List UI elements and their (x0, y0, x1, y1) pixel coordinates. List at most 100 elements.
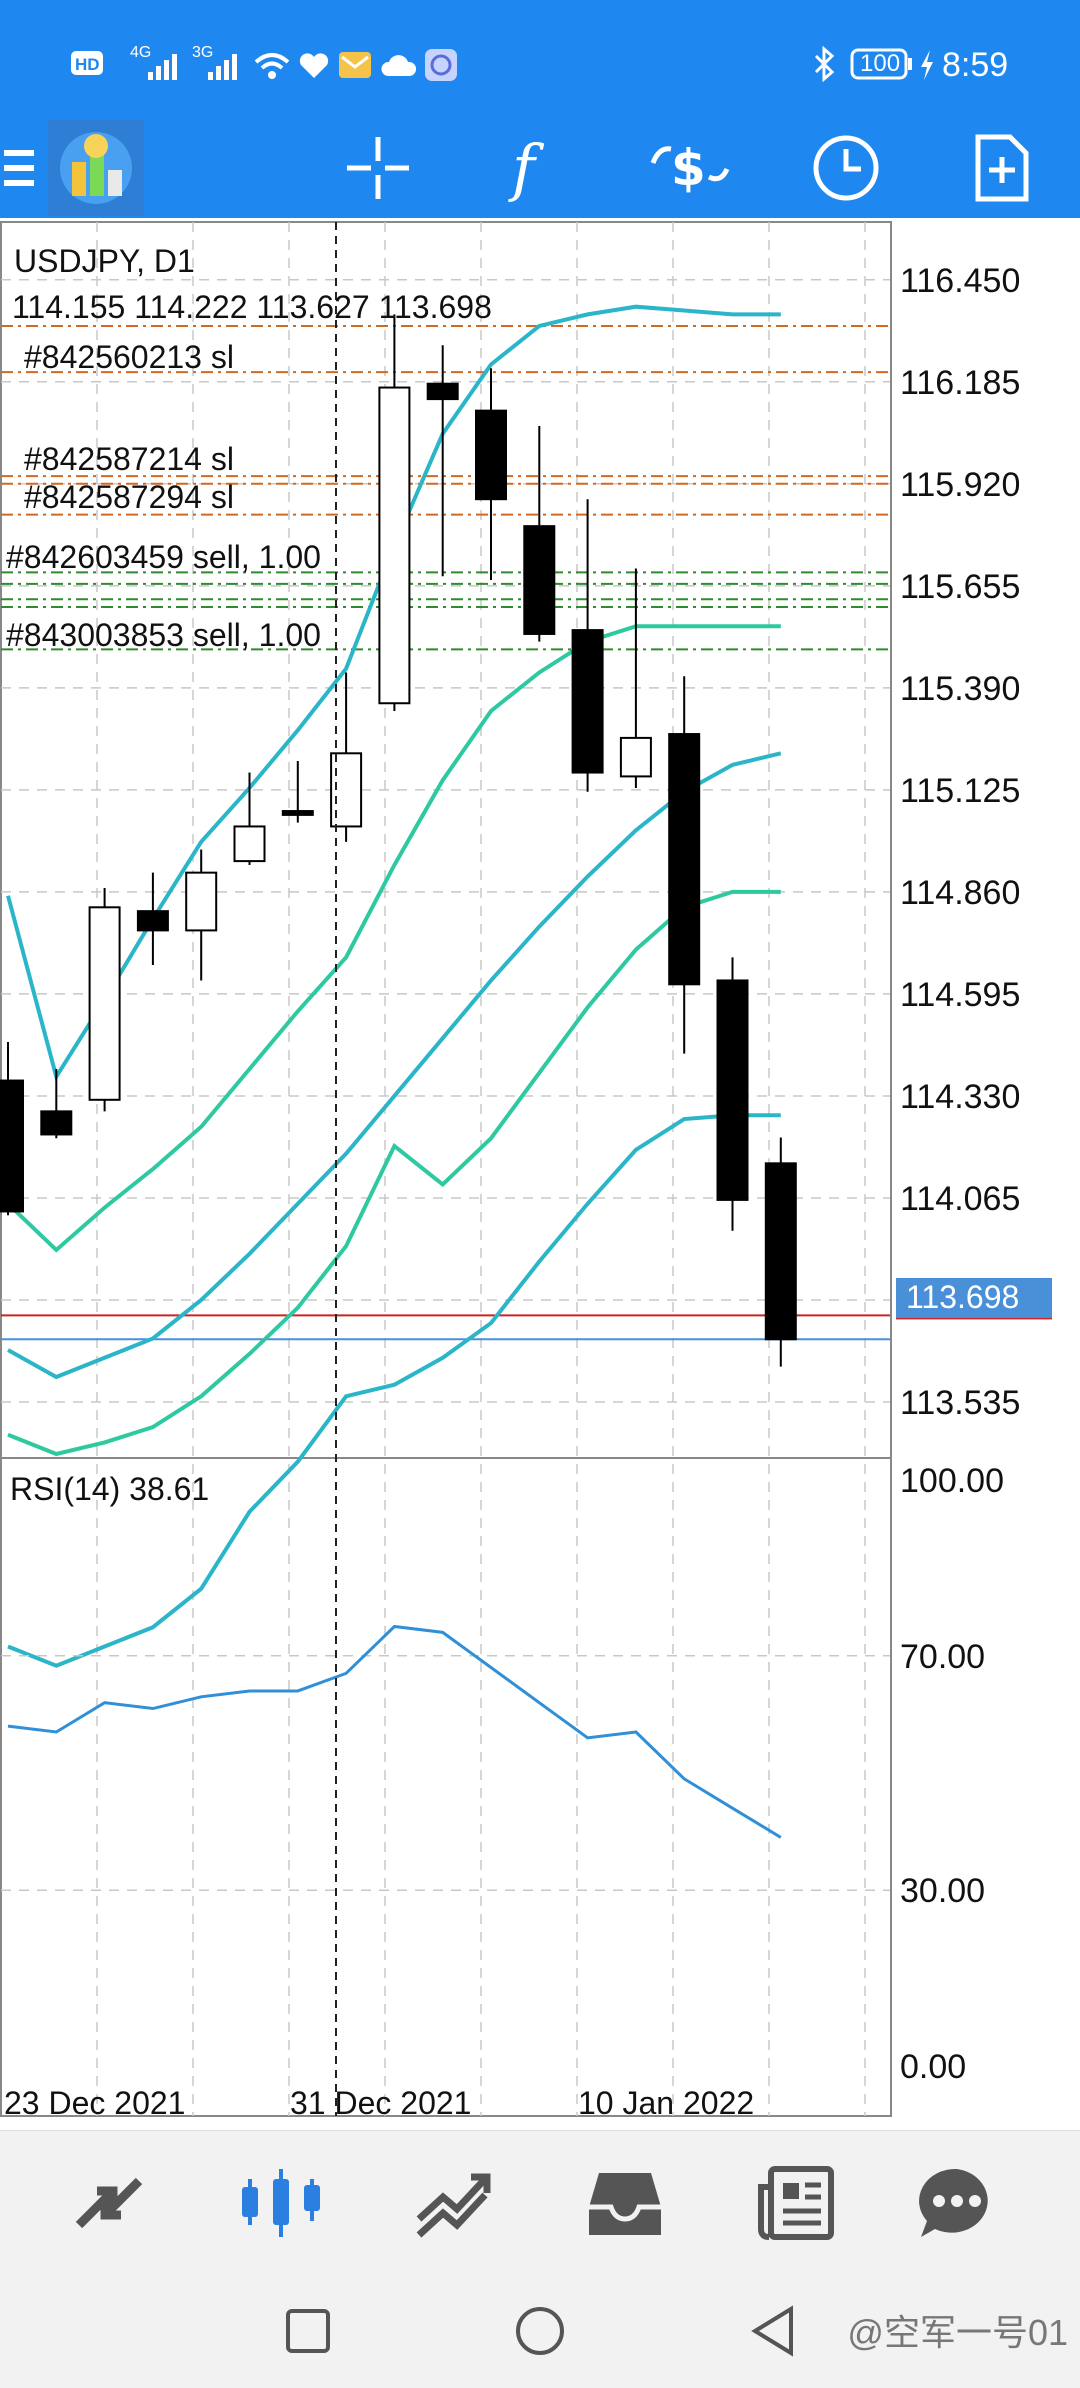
chart-area[interactable]: 116.450 116.185 115.920 115.655 115.390 115.1… (0, 218, 1080, 2130)
recent-apps-icon (286, 2309, 330, 2353)
rsi-layer: 100.00 70.00 30.00 0.00 (1, 1462, 1004, 2086)
price-tick-label: 114.595 (900, 976, 1020, 1014)
price-tick-label: 114.330 (900, 1078, 1020, 1116)
dollar-icon: $ (650, 139, 730, 197)
charging-icon (921, 50, 933, 80)
toolbar: f $ (0, 118, 1080, 218)
candle-body (136, 910, 169, 932)
chart-icon (242, 2169, 320, 2237)
home-button[interactable] (480, 2274, 600, 2388)
price-axis: 116.450 116.185 115.920 115.655 115.390 115.1… (900, 262, 1020, 1422)
order-label: #842587214 sl (24, 441, 234, 477)
candle-body (571, 629, 604, 774)
date-label: 23 Dec 2021 (4, 2085, 185, 2121)
quotes-icon (75, 2177, 143, 2229)
menu-button[interactable] (0, 118, 40, 218)
candle-body (0, 1079, 24, 1213)
app-icon (425, 49, 457, 81)
function-icon: f (508, 133, 545, 203)
system-nav-bar: @空军一号01 (0, 2274, 1080, 2388)
news-icon (758, 2166, 834, 2240)
chart-canvas[interactable]: 116.450 116.185 115.920 115.655 115.390 115.1… (0, 218, 1080, 2130)
chat-icon (919, 2168, 988, 2237)
candle-body (281, 810, 314, 816)
new-order-button[interactable] (952, 118, 1052, 218)
battery-level: 100 (860, 50, 901, 77)
current-price: 113.698 (906, 1279, 1019, 1315)
hamburger-icon (4, 150, 34, 186)
rsi-tick-label: 70.00 (900, 1638, 985, 1676)
order-lines (1, 324, 1052, 1341)
rsi-line (7, 1624, 782, 1839)
tab-news[interactable] (712, 2131, 882, 2275)
hd-icon: HD (71, 51, 103, 75)
svg-text:f: f (508, 133, 545, 203)
tab-quotes[interactable] (24, 2131, 194, 2275)
price-tick-label: 116.450 (900, 262, 1020, 300)
tab-history[interactable] (540, 2131, 710, 2275)
band-lower-line (6, 624, 781, 1253)
candle-body (426, 382, 459, 401)
status-bar: HD 4G 3G 100 8:59 (0, 0, 1080, 118)
wifi-icon (254, 53, 290, 79)
band-lower3-line (7, 1113, 781, 1668)
bluetooth-icon (814, 46, 835, 82)
candle-body (233, 825, 266, 863)
indicators-button[interactable]: f (484, 118, 584, 218)
ohlc-label: 114.155 114.222 113.627 113.698 (12, 289, 492, 325)
timeframe-button[interactable] (796, 118, 896, 218)
battery-icon (850, 48, 912, 80)
order-label: #843003853 sell, 1.00 (6, 617, 321, 653)
candle-body (88, 906, 121, 1101)
band-lower2-line (7, 889, 781, 1457)
rsi-label: RSI(14) 38.61 (10, 1471, 209, 1507)
price-tick-label: 114.860 (900, 874, 1020, 912)
candles (0, 314, 797, 1367)
clock-icon (813, 135, 879, 201)
signal-icon (208, 54, 237, 80)
tab-chat[interactable] (872, 2131, 1042, 2275)
date-label: 10 Jan 2022 (578, 2085, 754, 2121)
home-icon (516, 2307, 564, 2355)
recent-apps-button[interactable] (248, 2274, 368, 2388)
network-label: 3G (192, 44, 214, 61)
order-label: #842603459 sell, 1.00 (6, 539, 321, 575)
candle-body (475, 409, 507, 501)
price-tick-label: 115.125 (900, 772, 1020, 810)
order-label: #842560213 sl (24, 339, 234, 375)
date-label: 31 Dec 2021 (290, 2085, 471, 2121)
rsi-tick-label: 0.00 (900, 2048, 966, 2086)
signal-icon (148, 54, 177, 80)
tab-trade[interactable] (368, 2131, 538, 2275)
new-order-icon (975, 134, 1029, 202)
tab-chart[interactable] (196, 2131, 366, 2275)
rsi-tick-label: 30.00 (900, 1872, 985, 1910)
mail-icon (339, 52, 371, 78)
candle-body (523, 525, 556, 635)
back-button[interactable] (712, 2274, 832, 2388)
crosshair-button[interactable] (328, 118, 428, 218)
price-badge (896, 1278, 1052, 1318)
band-middle-line (7, 751, 782, 1380)
price-tick-label: 115.655 (900, 568, 1020, 606)
candle-body (619, 736, 652, 778)
trade-button[interactable]: $ (640, 118, 740, 218)
candle-body (185, 871, 218, 932)
heart-icon (299, 53, 329, 78)
candle-body (716, 979, 749, 1201)
bottom-tab-bar (0, 2130, 1080, 2275)
app-logo-icon (48, 120, 144, 216)
symbol-label: USDJPY, D1 (14, 243, 195, 279)
clock: 8:59 (942, 46, 1009, 84)
price-tick-label: 113.535 (900, 1384, 1020, 1422)
price-tick-label: 114.065 (900, 1180, 1020, 1218)
candle-body (40, 1110, 73, 1136)
main-chart-frame (0, 221, 892, 1459)
crosshair-icon (347, 137, 409, 199)
price-tick-label: 115.390 (900, 670, 1020, 708)
candle-body (378, 386, 411, 705)
app-logo[interactable] (46, 118, 146, 218)
history-icon (589, 2173, 661, 2235)
rsi-frame (0, 1457, 892, 2117)
candle-body (668, 733, 701, 986)
